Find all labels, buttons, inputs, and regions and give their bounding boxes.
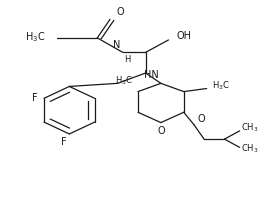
Text: F: F	[61, 137, 67, 147]
Text: H$_3$C: H$_3$C	[25, 30, 45, 44]
Text: O: O	[116, 7, 124, 17]
Text: H$_3$C: H$_3$C	[212, 79, 230, 92]
Text: HN: HN	[144, 70, 158, 80]
Text: H: H	[124, 56, 130, 64]
Text: CH$_3$: CH$_3$	[241, 121, 259, 134]
Text: F: F	[32, 93, 38, 103]
Text: H$_3$C: H$_3$C	[115, 75, 133, 88]
Text: CH$_3$: CH$_3$	[241, 142, 259, 155]
Text: OH: OH	[176, 31, 191, 41]
Text: N: N	[113, 40, 120, 50]
Text: O: O	[157, 126, 165, 136]
Text: O: O	[198, 114, 205, 124]
